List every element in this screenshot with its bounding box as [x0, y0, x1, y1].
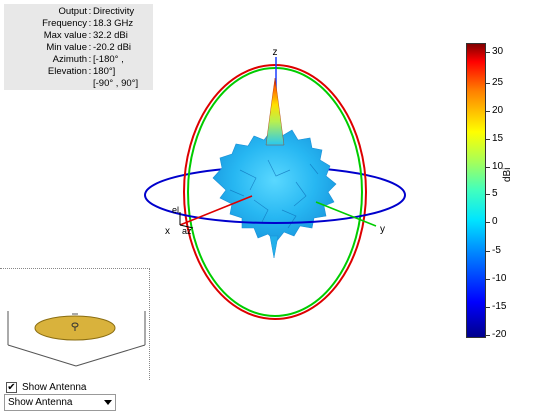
main-beam-spike	[265, 77, 285, 146]
chevron-down-icon	[104, 400, 112, 405]
info-row-min-value: Min value : -20.2 dBi	[4, 42, 153, 54]
pattern-lobe-texture	[229, 159, 319, 229]
info-key: Output	[58, 6, 87, 17]
info-panel: Output : Directivity Frequency : 18.3 GH…	[4, 4, 153, 90]
colorbar-label: 15	[492, 133, 504, 144]
colorbar-tick	[486, 335, 490, 336]
colorbar-tick	[486, 167, 490, 168]
colorbar-tick	[486, 52, 490, 53]
colorbar	[466, 43, 486, 338]
x-axis-line	[179, 195, 253, 226]
y-axis-label: y	[380, 224, 385, 235]
colorbar-label: 20	[492, 105, 504, 116]
az-marker-label: az	[182, 226, 192, 236]
info-row-elevation: Elevation : 180°]	[4, 66, 153, 78]
info-key: Frequency	[42, 18, 87, 29]
azimuth-ring-front	[144, 194, 406, 224]
colorbar-tick	[486, 139, 490, 140]
y-axis-line	[315, 201, 377, 227]
show-antenna-checkbox[interactable]: ✔	[6, 382, 17, 393]
antenna-preview	[7, 311, 146, 367]
colorbar-tick	[486, 307, 490, 308]
z-axis-label: z	[273, 47, 278, 58]
info-key: Elevation	[47, 66, 87, 77]
info-value: -20.2 dBi	[93, 42, 132, 53]
show-antenna-checkbox-label[interactable]: Show Antenna	[22, 382, 87, 393]
colorbar-label: -5	[492, 245, 501, 256]
radiation-pattern-surface	[212, 129, 337, 243]
info-value: 18.3 GHz	[93, 18, 134, 29]
info-row-output: Output : Directivity	[4, 6, 153, 18]
ground-plane-edge-front-left	[7, 344, 77, 367]
info-colon: :	[88, 18, 92, 29]
info-row-azimuth: Azimuth : [-180° ,	[4, 54, 153, 66]
info-row-range: [-90° , 90°]	[4, 78, 153, 90]
elevation-ring-yz	[187, 67, 363, 317]
show-antenna-dropdown[interactable]: Show Antenna	[4, 394, 116, 411]
info-value: [-90° , 90°]	[93, 78, 139, 89]
colorbar-label: 0	[492, 216, 498, 227]
colorbar-label: 25	[492, 77, 504, 88]
az-marker-line	[179, 224, 194, 229]
colorbar-unit-label: dBi	[502, 167, 513, 182]
el-marker-label: el	[172, 205, 179, 215]
info-row-max-value: Max value : 32.2 dBi	[4, 30, 153, 42]
x-axis-label: x	[165, 226, 170, 237]
info-colon: :	[88, 6, 92, 17]
info-key: Min value	[46, 42, 87, 53]
colorbar-tick	[486, 194, 490, 195]
elevation-ring-xz	[183, 64, 367, 320]
colorbar-label: -15	[492, 301, 507, 312]
info-colon: :	[88, 66, 92, 77]
info-colon: :	[88, 30, 92, 41]
info-value: Directivity	[93, 6, 135, 17]
antenna-preview-panel[interactable]	[0, 268, 150, 380]
colorbar-label: -10	[492, 273, 507, 284]
colorbar-label: 10	[492, 161, 504, 172]
info-value: 180°]	[93, 66, 116, 77]
info-key: Azimuth	[52, 54, 87, 65]
colorbar-label: 5	[492, 188, 498, 199]
info-colon: :	[88, 54, 92, 65]
info-value: [-180° ,	[93, 54, 124, 65]
info-value: 32.2 dBi	[93, 30, 128, 41]
info-colon: :	[88, 42, 92, 53]
show-antenna-dropdown-value: Show Antenna	[8, 397, 73, 408]
info-row-frequency: Frequency : 18.3 GHz	[4, 18, 153, 30]
lower-lobe	[269, 235, 279, 259]
colorbar-tick	[486, 222, 490, 223]
ground-plane-edge-front-right	[75, 344, 146, 367]
colorbar-tick	[486, 251, 490, 252]
colorbar-label: -20	[492, 329, 507, 340]
info-key: Max value	[43, 30, 87, 41]
colorbar-tick	[486, 83, 490, 84]
colorbar-tick	[486, 111, 490, 112]
colorbar-tick	[486, 279, 490, 280]
colorbar-label: 30	[492, 46, 504, 57]
